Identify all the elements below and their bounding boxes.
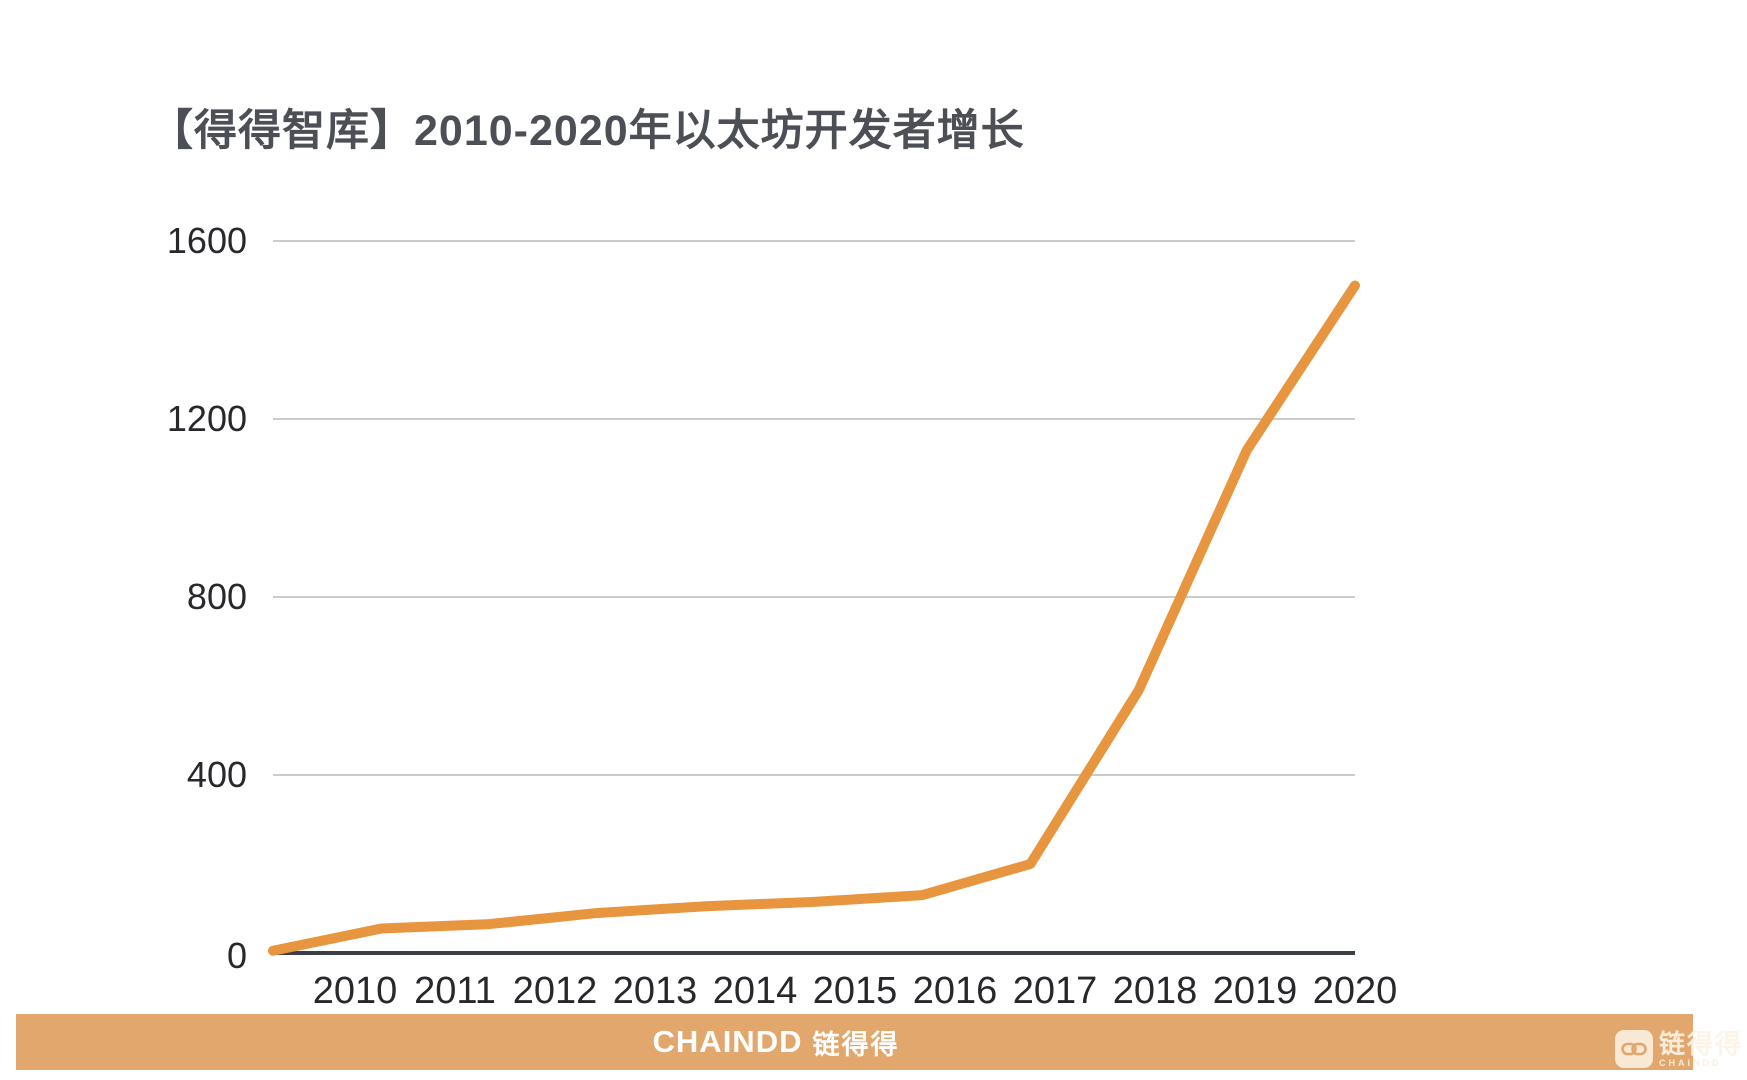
x-tick-label: 2012 xyxy=(512,970,598,1012)
footer-brand: CHAINDD 链得得 xyxy=(16,1014,1536,1070)
watermark-text: 链得得 CHAINDD xyxy=(1659,1031,1743,1068)
x-tick-label: 2010 xyxy=(312,970,398,1012)
x-tick-label: 2020 xyxy=(1312,970,1398,1012)
brand-name-cn: 链得得 xyxy=(812,1029,900,1060)
y-tick-label: 400 xyxy=(186,754,247,795)
x-tick-label: 2016 xyxy=(912,970,998,1012)
x-tick-label: 2019 xyxy=(1212,970,1298,1012)
data-line-series xyxy=(268,280,1360,956)
watermark: 链得得 CHAINDD xyxy=(1614,1030,1743,1068)
y-tick-label: 1200 xyxy=(166,398,247,439)
x-tick-label: 2014 xyxy=(712,970,798,1012)
x-tick-label: 2017 xyxy=(1012,970,1098,1012)
x-tick-label: 2018 xyxy=(1112,970,1198,1012)
x-tick-label: 2015 xyxy=(812,970,898,1012)
y-tick-label: 0 xyxy=(226,935,247,976)
x-tick-label: 2011 xyxy=(414,970,496,1012)
brand-name-latin: CHAINDD xyxy=(652,1024,803,1059)
y-tick-label: 800 xyxy=(186,576,247,617)
y-tick-label: 1600 xyxy=(166,220,247,261)
watermark-text-cn: 链得得 xyxy=(1658,1028,1743,1059)
x-tick-label: 2013 xyxy=(612,970,698,1012)
page-title: 【得得智库】2010-2020年以太坊开发者增长 xyxy=(150,107,1025,155)
watermark-text-latin: CHAINDD xyxy=(1658,1057,1722,1068)
chain-link-icon xyxy=(1614,1030,1653,1068)
footer-banner: CHAINDD 链得得 xyxy=(16,1014,1693,1070)
